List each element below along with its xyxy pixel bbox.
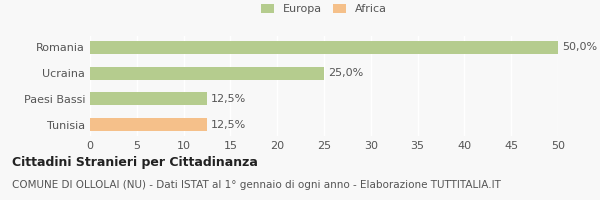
Text: 12,5%: 12,5% (211, 94, 246, 104)
Bar (90, 92, 207, 105)
Text: 50,0%: 50,0% (562, 42, 597, 52)
Text: 25,0%: 25,0% (328, 68, 363, 78)
Text: 12,5%: 12,5% (211, 120, 246, 130)
Text: Cittadini Stranieri per Cittadinanza: Cittadini Stranieri per Cittadinanza (12, 156, 258, 169)
Text: COMUNE DI OLLOLAI (NU) - Dati ISTAT al 1° gennaio di ogni anno - Elaborazione TU: COMUNE DI OLLOLAI (NU) - Dati ISTAT al 1… (12, 180, 501, 190)
Legend: Europa, Africa: Europa, Africa (256, 0, 392, 19)
Bar (90, 118, 207, 131)
Bar (90, 41, 558, 54)
Bar (90, 67, 324, 80)
